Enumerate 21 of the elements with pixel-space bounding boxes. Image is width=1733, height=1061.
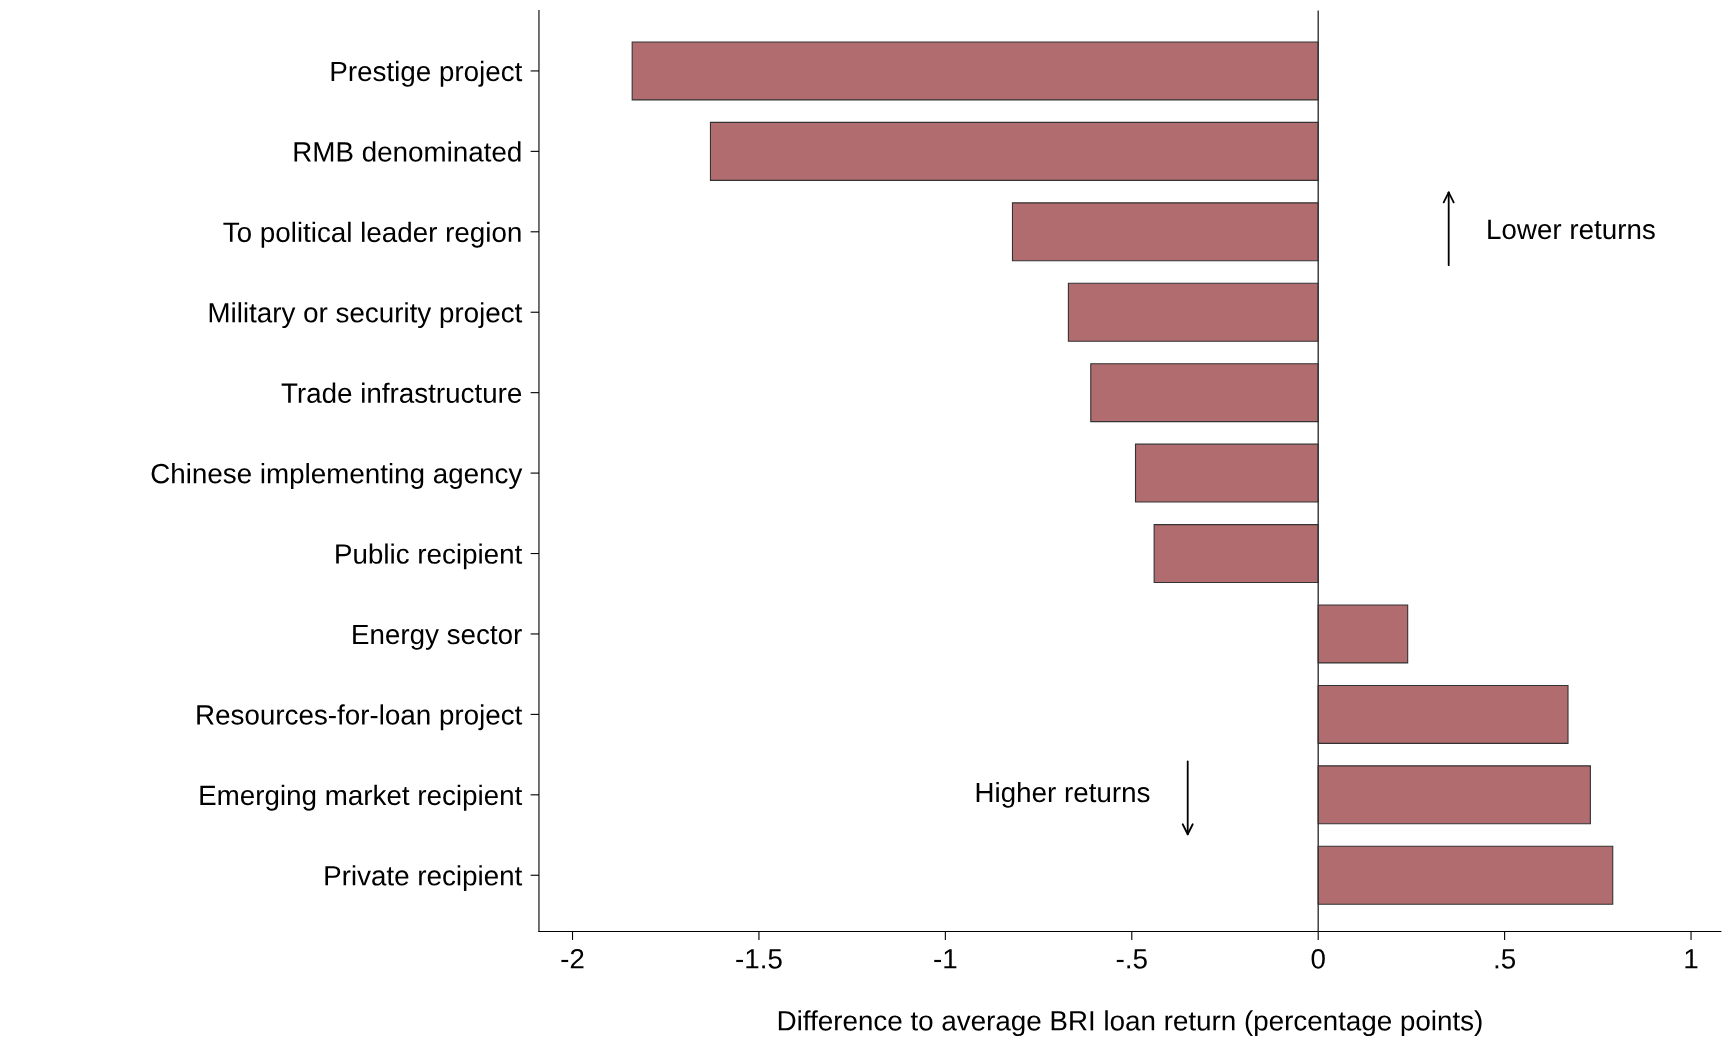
y-tick-label: Resources-for-loan project	[197, 704, 523, 731]
y-tick-label: Emerging market recipient	[200, 784, 523, 811]
y-tick-label: Chinese implementing agency	[151, 463, 523, 489]
x-tick-label: 1	[1685, 949, 1698, 969]
x-tick-label: -1	[934, 949, 957, 969]
annotation: Higher returns	[976, 781, 1150, 808]
x-tick-label: -.5	[1116, 949, 1147, 969]
x-tick-label: 0	[1311, 948, 1325, 969]
annotation: Lower returns	[1488, 219, 1655, 240]
x-tick-label: -1.5	[736, 949, 782, 969]
y-tick-label: Trade infrastructure	[281, 382, 522, 403]
x-tick-label: .5	[1495, 949, 1516, 969]
x-tick-label: -2	[561, 948, 584, 969]
y-tick-label: Military or security project	[209, 302, 523, 329]
y-tick-label: To political leader region	[223, 221, 521, 248]
x-axis-title: Difference to average BRI loan return (percentage points)	[778, 1010, 1482, 1037]
y-tick-label: RMB denominated	[294, 141, 521, 162]
y-tick-label: Energy sector	[353, 624, 522, 650]
y-tick-label: Prestige project	[331, 60, 523, 87]
y-tick-label: Private recipient	[325, 865, 523, 892]
y-tick-label: Public recipient	[336, 543, 523, 570]
